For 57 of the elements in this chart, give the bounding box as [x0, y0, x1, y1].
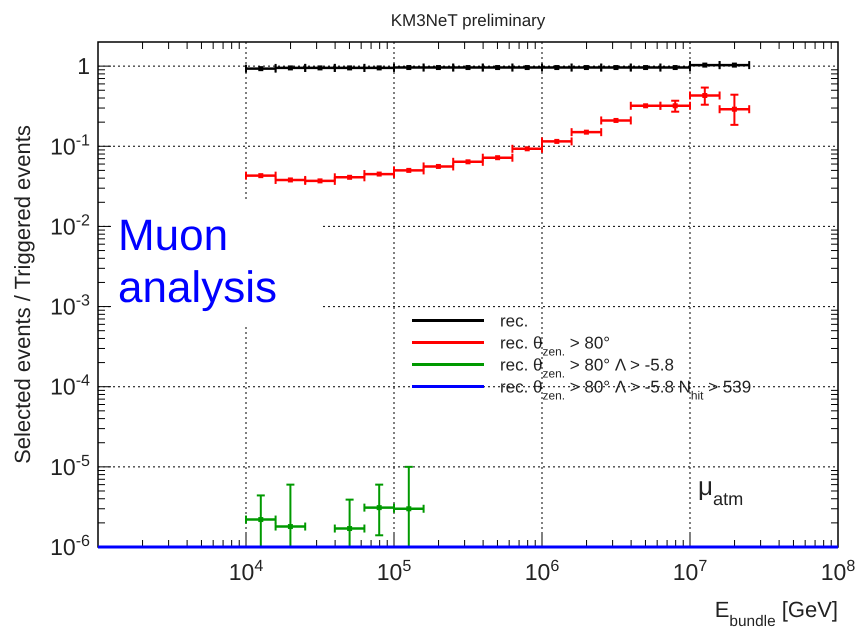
x-axis-title: E$_{bundle}$ [GeV] [714, 597, 838, 630]
annotation: Muon analysis [118, 211, 277, 312]
point [376, 65, 382, 70]
point [406, 65, 412, 70]
point [702, 93, 708, 98]
legend-label: rec. θ$_{zen.}$ > 80° Λ > -5.8 [500, 356, 674, 380]
y-tick-label: 1 [77, 53, 90, 80]
y-axis-title: Selected events / Triggered events [10, 125, 35, 464]
point [376, 172, 382, 177]
legend-label: rec. [500, 312, 528, 330]
point [524, 65, 530, 70]
point [288, 524, 293, 530]
y-tick-label: 10$^{-3}$ [50, 292, 90, 320]
point [554, 65, 560, 70]
point [584, 130, 589, 135]
point [554, 138, 560, 144]
point [258, 66, 264, 72]
point [347, 174, 352, 180]
legend-label: rec. θ$_{zen.}$ > 80° [500, 334, 610, 358]
point [732, 62, 737, 68]
x-tick-label: 10$^{7}$ [672, 557, 708, 585]
y-tick-label: 10$^{-1}$ [50, 131, 90, 160]
y-tick-label: 10$^{-4}$ [50, 372, 90, 400]
point [495, 65, 500, 70]
point [258, 173, 264, 178]
point [466, 159, 470, 164]
point [347, 65, 352, 70]
x-tick-label: 10$^{4}$ [228, 557, 264, 585]
point [258, 517, 264, 522]
point [643, 103, 648, 108]
point [524, 146, 530, 152]
x-tick-label: 10$^{8}$ [820, 557, 856, 585]
y-tick-label: 10$^{-5}$ [50, 452, 90, 480]
point [318, 178, 322, 184]
x-tick-label: 10$^{6}$ [524, 557, 560, 585]
annotation: μ$_{atm}$ [698, 471, 744, 509]
y-tick-label: 10$^{-6}$ [50, 532, 90, 560]
point [672, 65, 678, 70]
point [406, 168, 412, 173]
point [288, 177, 293, 182]
point [495, 155, 500, 160]
point [584, 65, 589, 70]
point [614, 118, 618, 123]
point [436, 164, 441, 169]
point [672, 103, 678, 108]
point [643, 65, 648, 70]
point [436, 65, 441, 70]
legend-label: rec. θ$_{zen.}$ > 80° Λ > -5.8 N$_{hit}$ > 539 [500, 378, 752, 402]
point [288, 65, 293, 70]
point [732, 106, 737, 112]
point [318, 65, 322, 70]
point [614, 65, 618, 70]
chart-title: KM3NeT preliminary [390, 11, 546, 30]
point [466, 65, 470, 70]
y-tick-label: 10$^{-2}$ [50, 211, 90, 240]
point [702, 62, 708, 68]
x-tick-label: 10$^{5}$ [376, 557, 412, 585]
